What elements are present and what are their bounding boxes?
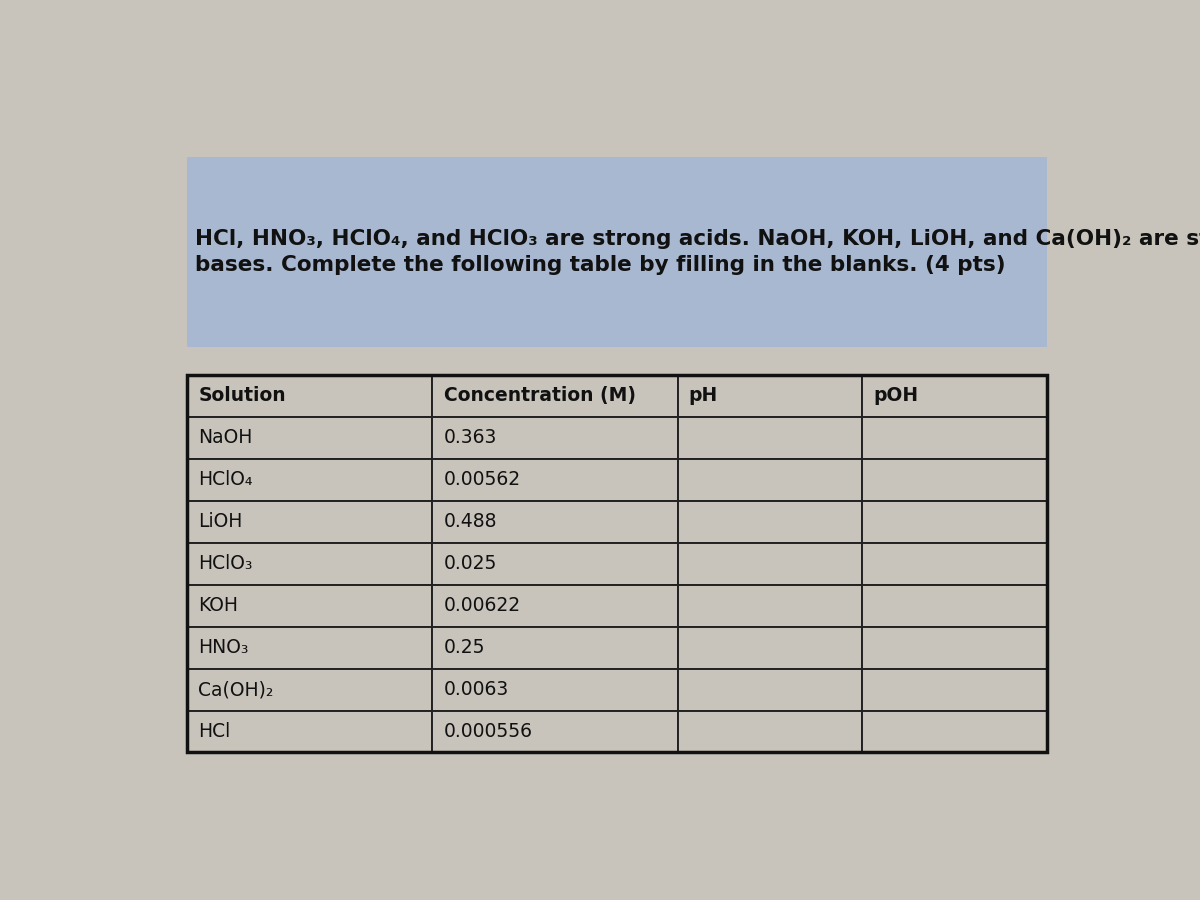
FancyBboxPatch shape — [863, 585, 1048, 626]
FancyBboxPatch shape — [187, 543, 432, 585]
FancyBboxPatch shape — [187, 500, 432, 543]
FancyBboxPatch shape — [678, 543, 863, 585]
FancyBboxPatch shape — [678, 669, 863, 710]
FancyBboxPatch shape — [432, 543, 678, 585]
FancyBboxPatch shape — [187, 157, 1048, 347]
Text: 0.0063: 0.0063 — [444, 680, 509, 699]
Text: 0.00622: 0.00622 — [444, 596, 521, 615]
FancyBboxPatch shape — [863, 500, 1048, 543]
FancyBboxPatch shape — [432, 626, 678, 669]
Text: Ca(OH)₂: Ca(OH)₂ — [198, 680, 274, 699]
Text: 0.00562: 0.00562 — [444, 470, 521, 490]
FancyBboxPatch shape — [187, 585, 432, 626]
FancyBboxPatch shape — [187, 710, 432, 752]
FancyBboxPatch shape — [432, 459, 678, 500]
FancyBboxPatch shape — [187, 626, 432, 669]
FancyBboxPatch shape — [678, 710, 863, 752]
FancyBboxPatch shape — [432, 669, 678, 710]
Text: HNO₃: HNO₃ — [198, 638, 248, 657]
Text: 0.025: 0.025 — [444, 554, 497, 573]
Text: pOH: pOH — [874, 386, 919, 405]
FancyBboxPatch shape — [863, 669, 1048, 710]
FancyBboxPatch shape — [187, 459, 432, 500]
FancyBboxPatch shape — [678, 585, 863, 626]
Text: HClO₄: HClO₄ — [198, 470, 253, 490]
Text: Concentration (M): Concentration (M) — [444, 386, 636, 405]
Text: KOH: KOH — [198, 596, 239, 615]
FancyBboxPatch shape — [432, 374, 678, 417]
FancyBboxPatch shape — [863, 459, 1048, 500]
Text: HCl: HCl — [198, 722, 230, 741]
Text: 0.000556: 0.000556 — [444, 722, 533, 741]
FancyBboxPatch shape — [432, 710, 678, 752]
Text: NaOH: NaOH — [198, 428, 253, 447]
FancyBboxPatch shape — [187, 669, 432, 710]
Text: HCl, HNO₃, HClO₄, and HClO₃ are strong acids. NaOH, KOH, LiOH, and Ca(OH)₂ are s: HCl, HNO₃, HClO₄, and HClO₃ are strong a… — [194, 229, 1200, 275]
Text: 0.25: 0.25 — [444, 638, 485, 657]
FancyBboxPatch shape — [432, 585, 678, 626]
FancyBboxPatch shape — [678, 417, 863, 459]
Text: HClO₃: HClO₃ — [198, 554, 253, 573]
FancyBboxPatch shape — [863, 626, 1048, 669]
FancyBboxPatch shape — [187, 417, 432, 459]
FancyBboxPatch shape — [678, 626, 863, 669]
Text: 0.363: 0.363 — [444, 428, 497, 447]
Text: 0.488: 0.488 — [444, 512, 497, 531]
FancyBboxPatch shape — [863, 543, 1048, 585]
Text: pH: pH — [689, 386, 718, 405]
Text: Solution: Solution — [198, 386, 286, 405]
FancyBboxPatch shape — [678, 374, 863, 417]
Text: LiOH: LiOH — [198, 512, 242, 531]
FancyBboxPatch shape — [187, 374, 432, 417]
FancyBboxPatch shape — [432, 417, 678, 459]
FancyBboxPatch shape — [863, 374, 1048, 417]
FancyBboxPatch shape — [863, 417, 1048, 459]
FancyBboxPatch shape — [678, 459, 863, 500]
FancyBboxPatch shape — [678, 500, 863, 543]
FancyBboxPatch shape — [863, 710, 1048, 752]
FancyBboxPatch shape — [432, 500, 678, 543]
